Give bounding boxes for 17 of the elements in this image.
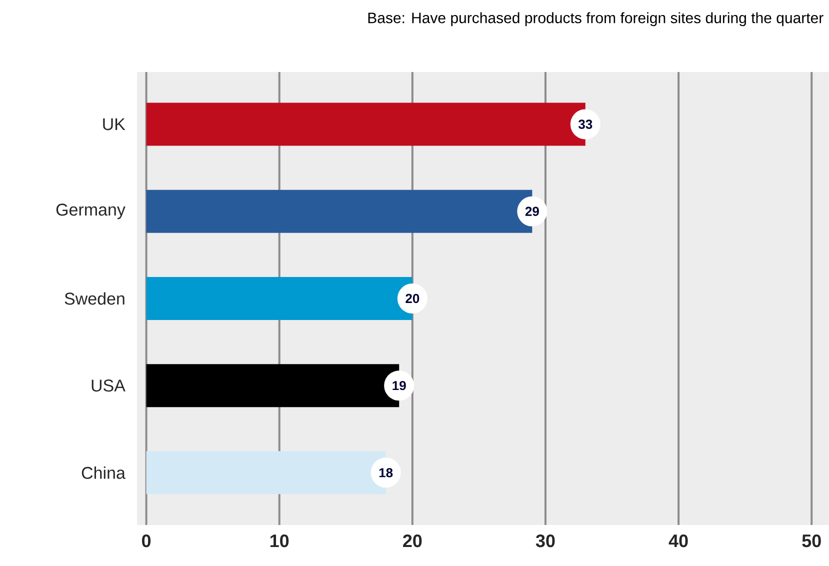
x-tick-label: 40 bbox=[668, 534, 688, 548]
chart-subtitle: Base: Have purchased products from foreign sites during the quarter bbox=[368, 12, 824, 26]
data-label: 19 bbox=[392, 381, 406, 390]
data-label: 33 bbox=[578, 120, 592, 129]
y-tick-label: UK bbox=[103, 118, 126, 130]
data-label: 20 bbox=[406, 294, 420, 304]
data-label: 18 bbox=[379, 468, 393, 478]
x-tick-label: 50 bbox=[802, 534, 821, 548]
y-tick-label: Sweden bbox=[64, 292, 124, 305]
data-label: 29 bbox=[525, 206, 539, 216]
x-tick-label: 0 bbox=[142, 534, 151, 548]
x-tick-label: 10 bbox=[270, 534, 289, 548]
y-tick-label: USA bbox=[92, 380, 126, 392]
y-tick-label: Germany bbox=[56, 204, 126, 220]
x-tick-label: 20 bbox=[403, 534, 422, 548]
x-tick-label: 30 bbox=[536, 534, 555, 548]
y-tick-label: China bbox=[82, 466, 126, 479]
